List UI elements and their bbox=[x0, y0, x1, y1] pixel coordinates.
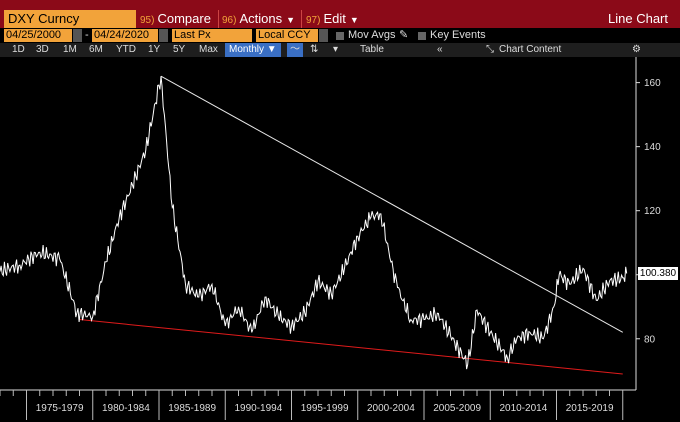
dxy-series-line bbox=[0, 76, 628, 370]
period-5y[interactable]: 5Y bbox=[173, 44, 186, 55]
key-events-label: Key Events bbox=[430, 29, 486, 41]
compare-label: Compare bbox=[157, 11, 211, 26]
calendar-icon[interactable] bbox=[159, 29, 168, 42]
actions-button[interactable]: 96) Actions ▼ bbox=[222, 10, 295, 28]
separator bbox=[301, 10, 302, 28]
compare-button[interactable]: 95) Compare bbox=[140, 10, 211, 28]
end-date-field[interactable]: 04/24/2020 bbox=[92, 29, 158, 42]
key-events-checkbox[interactable] bbox=[418, 32, 426, 40]
bar-type-icon[interactable]: ⇅ bbox=[310, 44, 319, 55]
x-tick-label: 2015-2019 bbox=[566, 403, 614, 414]
period-ytd[interactable]: YTD bbox=[116, 44, 136, 55]
period-bar: 1D 3D 1M 6M YTD 1Y 5Y Max Monthly ▼ 〜 ⇅ … bbox=[0, 43, 680, 57]
header-bar: DXY Curncy 95) Compare 96) Actions ▼ 97) Edi… bbox=[0, 0, 680, 28]
x-axis: 1975-1979 1980-1984 1985-1989 1990-1994 1995… bbox=[0, 390, 624, 420]
chart-content-icon[interactable]: ⤡ bbox=[486, 44, 494, 55]
x-tick-label: 1975-1979 bbox=[36, 403, 84, 414]
separator bbox=[218, 10, 219, 28]
edit-label: Edit bbox=[323, 11, 346, 26]
start-date-field[interactable]: 04/25/2000 bbox=[4, 29, 72, 42]
period-1d[interactable]: 1D bbox=[12, 44, 25, 55]
resistance-trendline bbox=[160, 75, 623, 333]
chevron-down-icon[interactable] bbox=[319, 29, 328, 42]
edit-button[interactable]: 97) Edit ▼ bbox=[306, 10, 359, 28]
x-tick-label: 2000-2004 bbox=[367, 403, 415, 414]
currency-select[interactable]: Local CCY bbox=[256, 29, 318, 42]
mov-avgs-label: Mov Avgs bbox=[348, 29, 396, 41]
period-1y[interactable]: 1Y bbox=[148, 44, 161, 55]
ticker-field[interactable]: DXY Curncy bbox=[4, 10, 136, 28]
chevron-down-icon: ▼ bbox=[286, 15, 296, 25]
chevron-down-icon: ▼ bbox=[266, 44, 277, 55]
x-tick-label: 2005-2009 bbox=[433, 403, 481, 414]
date-separator: - bbox=[85, 29, 89, 41]
frequency-label: Monthly bbox=[229, 44, 265, 55]
pencil-icon[interactable]: ✎ bbox=[399, 29, 409, 41]
controls-bar: 04/25/2000 - 04/24/2020 Last Px Local CC… bbox=[0, 28, 680, 43]
actions-num: 96) bbox=[222, 15, 237, 26]
y-tick-label: 140 bbox=[644, 142, 661, 153]
mov-avgs-checkbox[interactable] bbox=[336, 32, 344, 40]
y-axis: 80100120140160 bbox=[636, 78, 661, 345]
compare-num: 95) bbox=[140, 15, 155, 26]
period-1m[interactable]: 1M bbox=[63, 44, 77, 55]
chart-mode-title: Line Chart bbox=[608, 11, 668, 26]
chart-content-button[interactable]: Chart Content bbox=[499, 44, 562, 55]
collapse-icon[interactable]: « bbox=[437, 44, 443, 55]
line-chart-icon[interactable]: 〜 bbox=[287, 43, 303, 57]
period-max[interactable]: Max bbox=[199, 44, 218, 55]
frequency-select[interactable]: Monthly ▼ bbox=[225, 43, 281, 57]
period-3d[interactable]: 3D bbox=[36, 44, 49, 55]
edit-num: 97) bbox=[306, 15, 321, 26]
x-tick-label: 2010-2014 bbox=[499, 403, 547, 414]
y-tick-label: 80 bbox=[644, 334, 656, 345]
y-tick-label: 120 bbox=[644, 206, 661, 217]
x-tick-label: 1990-1994 bbox=[234, 403, 282, 414]
x-tick-label: 1980-1984 bbox=[102, 403, 150, 414]
period-6m[interactable]: 6M bbox=[89, 44, 103, 55]
gear-icon[interactable]: ⚙ bbox=[632, 44, 641, 55]
chevron-down-icon[interactable]: ▾ bbox=[333, 44, 339, 55]
price-field-select[interactable]: Last Px bbox=[172, 29, 252, 42]
x-tick-label: 1995-1999 bbox=[301, 403, 349, 414]
chevron-down-icon: ▼ bbox=[349, 15, 359, 25]
calendar-icon[interactable] bbox=[73, 29, 82, 42]
x-tick-label: 1985-1989 bbox=[168, 403, 216, 414]
actions-label: Actions bbox=[239, 11, 283, 26]
support-trendline bbox=[79, 319, 623, 375]
y-tick-label: 160 bbox=[644, 78, 661, 89]
price-chart: 1975-1979 1980-1984 1985-1989 1990-1994 1995… bbox=[0, 57, 661, 420]
table-button[interactable]: Table bbox=[360, 44, 384, 55]
last-price-label: 100.380 bbox=[638, 267, 678, 280]
